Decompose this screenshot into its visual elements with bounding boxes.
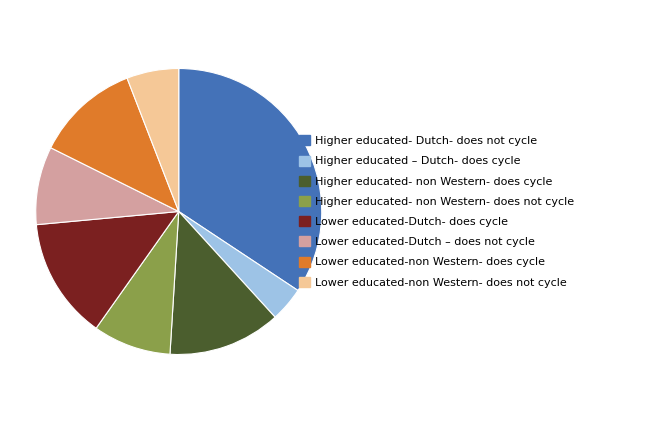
Wedge shape xyxy=(96,212,179,354)
Wedge shape xyxy=(179,212,298,317)
Wedge shape xyxy=(36,212,179,328)
Legend: Higher educated- Dutch- does not cycle, Higher educated – Dutch- does cycle, Hig: Higher educated- Dutch- does not cycle, … xyxy=(299,135,575,288)
Wedge shape xyxy=(170,212,275,354)
Wedge shape xyxy=(179,69,322,291)
Wedge shape xyxy=(36,148,179,225)
Wedge shape xyxy=(127,69,179,212)
Wedge shape xyxy=(51,78,179,212)
